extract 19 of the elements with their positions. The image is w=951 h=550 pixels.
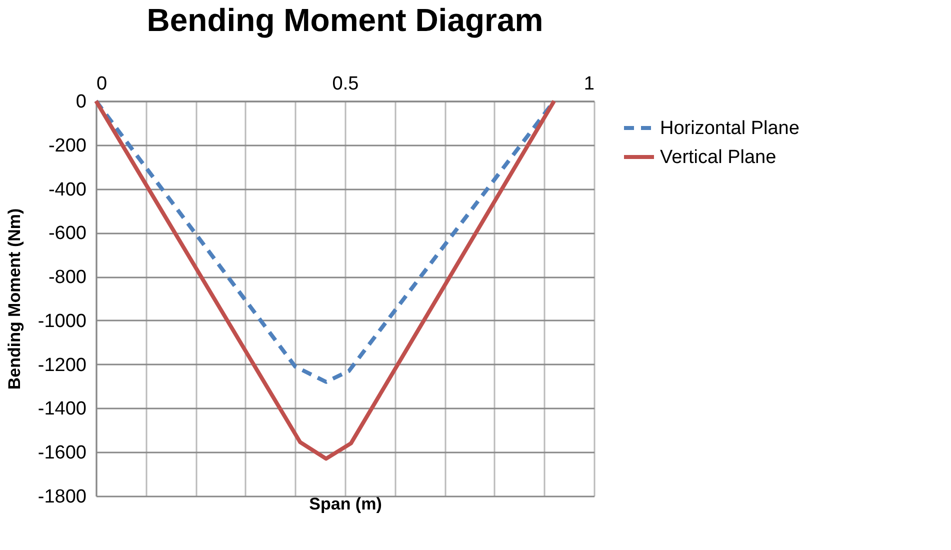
y-tick-label: 0 — [76, 92, 86, 112]
line-series — [94, 99, 556, 461]
y-tick-label: -200 — [48, 135, 86, 156]
y-tick-label: -1000 — [38, 310, 86, 332]
x-tick-label: 1 — [584, 74, 594, 94]
y-tick-label: -600 — [48, 223, 86, 244]
chart-title: Bending Moment Diagram — [146, 2, 544, 38]
legend-label: Horizontal Plane — [660, 118, 800, 139]
legend-label: Vertical Plane — [660, 147, 776, 168]
y-axis-title: Bending Moment (Nm) — [4, 208, 24, 390]
y-tick-label: -1600 — [38, 442, 86, 464]
x-tick-label: 0 — [96, 74, 108, 94]
y-tick-label: -1400 — [38, 398, 86, 420]
y-tick-label: -1200 — [38, 354, 86, 376]
y-tick-label: -400 — [48, 179, 86, 200]
x-tick-label: 0.5 — [332, 74, 359, 94]
x-axis-title: Span (m) — [309, 494, 382, 514]
y-tick-label: -800 — [48, 267, 86, 288]
y-tick-label: -1800 — [38, 486, 86, 508]
